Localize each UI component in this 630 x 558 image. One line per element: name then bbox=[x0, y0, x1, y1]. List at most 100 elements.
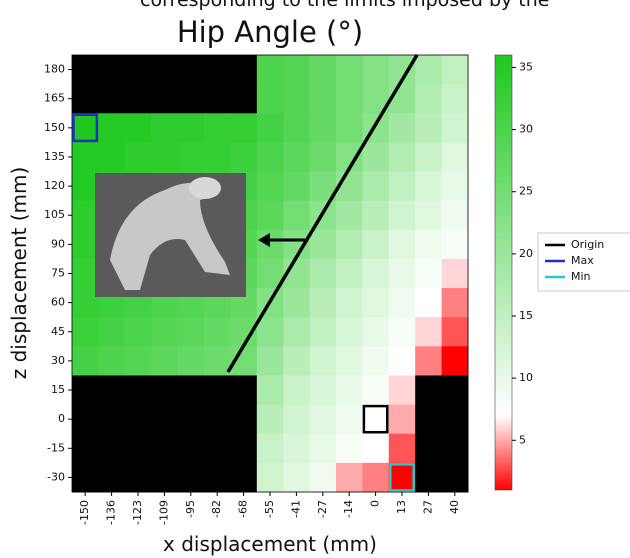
cell bbox=[388, 346, 416, 376]
colorbar bbox=[494, 54, 513, 491]
cell bbox=[309, 288, 337, 318]
masked-cell bbox=[441, 462, 469, 493]
x-tick-label: -123 bbox=[131, 500, 144, 525]
cell bbox=[309, 55, 337, 85]
cell bbox=[72, 113, 99, 143]
masked-cell bbox=[177, 55, 205, 85]
masked-cell bbox=[415, 433, 443, 464]
masked-cell bbox=[230, 84, 258, 114]
cell bbox=[362, 142, 390, 173]
masked-cell bbox=[177, 462, 205, 493]
cell bbox=[441, 84, 469, 114]
cell bbox=[441, 346, 469, 376]
cell bbox=[388, 200, 416, 231]
cell bbox=[204, 113, 231, 143]
plot-frame bbox=[71, 54, 469, 493]
colorbar-tick-label: 5 bbox=[519, 433, 526, 446]
cell bbox=[415, 346, 443, 376]
masked-cell bbox=[72, 55, 99, 85]
cell bbox=[415, 55, 443, 85]
cell bbox=[283, 84, 311, 114]
cell bbox=[441, 258, 469, 289]
cell bbox=[336, 433, 363, 464]
cell bbox=[336, 375, 363, 406]
cell bbox=[415, 288, 443, 318]
cell bbox=[72, 288, 99, 318]
cell bbox=[415, 200, 443, 231]
cell bbox=[362, 346, 390, 376]
cell bbox=[256, 84, 284, 114]
cell bbox=[362, 404, 390, 435]
legend-box bbox=[537, 232, 630, 292]
cell bbox=[309, 317, 337, 347]
cell bbox=[204, 346, 231, 376]
y-tick-label: 150 bbox=[44, 121, 65, 134]
cell bbox=[388, 433, 416, 464]
masked-cell bbox=[124, 55, 152, 85]
cell bbox=[283, 288, 311, 318]
masked-cell bbox=[204, 404, 231, 435]
masked-cell bbox=[177, 84, 205, 114]
cell bbox=[151, 317, 179, 347]
cell bbox=[309, 346, 337, 376]
masked-cell bbox=[98, 404, 126, 435]
cell bbox=[309, 113, 337, 143]
cell bbox=[336, 84, 363, 114]
cell bbox=[72, 346, 99, 376]
masked-cell bbox=[230, 375, 258, 406]
cell bbox=[151, 113, 179, 143]
masked-cell bbox=[98, 84, 126, 114]
cell bbox=[177, 317, 205, 347]
masked-cell bbox=[204, 84, 231, 114]
y-tick-label: 165 bbox=[44, 92, 65, 105]
x-tick-label: -150 bbox=[78, 500, 91, 525]
cell bbox=[256, 375, 284, 406]
cell bbox=[388, 142, 416, 173]
masked-cell bbox=[151, 55, 179, 85]
cell bbox=[336, 288, 363, 318]
x-tick-label: -27 bbox=[316, 500, 329, 518]
masked-cell bbox=[98, 375, 126, 406]
masked-cell bbox=[124, 404, 152, 435]
cell bbox=[441, 55, 469, 85]
cell bbox=[72, 258, 99, 289]
cell bbox=[415, 258, 443, 289]
masked-cell bbox=[124, 462, 152, 493]
cell bbox=[362, 171, 390, 202]
x-tick-label: 27 bbox=[421, 500, 434, 514]
masked-cell bbox=[72, 433, 99, 464]
cell bbox=[362, 229, 390, 260]
cell bbox=[72, 142, 99, 173]
cell bbox=[309, 462, 337, 493]
cell bbox=[336, 404, 363, 435]
cell bbox=[124, 113, 152, 143]
cell bbox=[151, 142, 179, 173]
cell bbox=[230, 113, 258, 143]
cell bbox=[98, 113, 126, 143]
x-tick-label: -55 bbox=[263, 500, 276, 518]
legend-label: Min bbox=[571, 270, 591, 283]
legend-label: Max bbox=[571, 254, 594, 267]
x-tick-label: 0 bbox=[369, 500, 382, 507]
cell bbox=[441, 171, 469, 202]
y-tick-label: -15 bbox=[47, 441, 65, 454]
cell bbox=[283, 317, 311, 347]
cell bbox=[415, 229, 443, 260]
cell bbox=[441, 142, 469, 173]
cell bbox=[388, 462, 416, 493]
cell bbox=[256, 55, 284, 85]
marker-box bbox=[389, 463, 415, 492]
masked-cell bbox=[72, 404, 99, 435]
cell bbox=[72, 317, 99, 347]
masked-cell bbox=[230, 433, 258, 464]
x-tick-label: 13 bbox=[395, 500, 408, 514]
cell bbox=[415, 113, 443, 143]
y-tick-label: 15 bbox=[51, 383, 65, 396]
colorbar-tick-label: 35 bbox=[519, 60, 533, 73]
cell bbox=[388, 84, 416, 114]
cell bbox=[204, 142, 231, 173]
cell bbox=[283, 375, 311, 406]
cell bbox=[362, 375, 390, 406]
masked-cell bbox=[72, 462, 99, 493]
arrow-head bbox=[258, 233, 270, 247]
